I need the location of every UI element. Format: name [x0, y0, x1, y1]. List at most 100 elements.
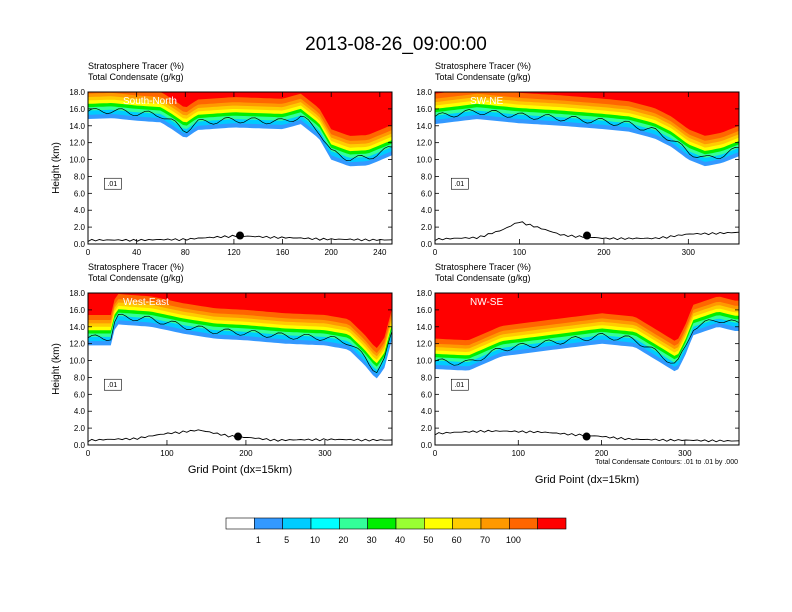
chart-panel-south-north: .01 South-North Stratosphere Tracer (%)Tot… [51, 61, 393, 257]
y-tick-label: 14.0 [69, 323, 85, 332]
y-tick-label: 16.0 [416, 306, 432, 315]
figure-title: 2013-08-26_09:00:00 [305, 34, 487, 55]
y-tick-label: 14.0 [416, 323, 432, 332]
x-tick-label: 300 [678, 449, 692, 458]
y-tick-label: 4.0 [74, 206, 86, 215]
y-axis-title: Height (km) [51, 343, 62, 395]
x-tick-label: 80 [181, 248, 190, 257]
field-label-tracer: Stratosphere Tracer (%) [435, 61, 531, 71]
y-tick-label: 18.0 [416, 88, 432, 97]
y-tick-label: 0.0 [74, 240, 86, 249]
colorbar-swatch-0 [225, 517, 255, 530]
panel-name: South-North [123, 96, 177, 107]
tracer-band-8 [435, 92, 739, 136]
location-marker [583, 231, 591, 240]
colorbar-label: 10 [310, 535, 320, 545]
contour-note: Total Condensate Contours: .01 to .01 by… [595, 459, 738, 466]
y-tick-label: 18.0 [69, 88, 85, 97]
condensate-contour-upper [435, 319, 739, 366]
contour-label: .01 [454, 181, 464, 188]
location-marker [236, 231, 244, 240]
y-tick-label: 8.0 [421, 373, 433, 382]
location-marker [234, 432, 243, 441]
colorbar-swatch-4 [339, 517, 368, 530]
y-tick-label: 18.0 [69, 289, 85, 298]
y-tick-label: 6.0 [74, 189, 86, 198]
field-label-condensate: Total Condensate (g/kg) [435, 273, 531, 283]
x-tick-label: 0 [86, 248, 91, 257]
plot-area [435, 92, 739, 244]
y-tick-label: 0.0 [421, 240, 433, 249]
field-label-tracer: Stratosphere Tracer (%) [435, 262, 531, 272]
location-marker [582, 432, 591, 441]
x-tick-label: 40 [132, 248, 141, 257]
colorbar-label: 5 [284, 535, 289, 545]
y-tick-label: 10.0 [416, 357, 432, 366]
y-tick-label: 10.0 [69, 156, 85, 165]
y-tick-label: 10.0 [416, 156, 432, 165]
y-tick-label: 8.0 [74, 373, 86, 382]
contour-label-box [104, 177, 122, 190]
y-tick-label: 6.0 [421, 390, 433, 399]
colorbar-label: 60 [452, 535, 462, 545]
x-axis-title: Grid Point (dx=15km) [188, 464, 292, 476]
colorbar-swatch-10 [509, 517, 538, 530]
y-axis-title: Height (km) [51, 142, 62, 194]
colorbar-swatch-7 [424, 517, 453, 530]
plot-frame [434, 91, 740, 245]
colorbar-swatch-3 [310, 517, 340, 530]
y-tick-label: 4.0 [421, 206, 433, 215]
y-tick-label: 2.0 [74, 424, 86, 433]
field-label-tracer: Stratosphere Tracer (%) [88, 262, 184, 272]
contour-label: .01 [454, 382, 464, 389]
field-label-condensate: Total Condensate (g/kg) [435, 72, 531, 82]
colorbar-swatch-6 [395, 517, 425, 530]
contour-label-box [451, 378, 469, 391]
x-tick-label: 300 [318, 449, 332, 458]
colorbar-label: 50 [423, 535, 433, 545]
x-tick-label: 160 [276, 248, 290, 257]
contour-label: .01 [107, 181, 117, 188]
y-tick-label: 16.0 [69, 306, 85, 315]
condensate-contour-upper [88, 107, 392, 162]
colorbar-swatch-11 [537, 517, 567, 530]
y-tick-label: 6.0 [421, 189, 433, 198]
plot-area [88, 92, 392, 244]
plot-frame [87, 292, 393, 446]
condensate-contour-upper [88, 313, 392, 374]
x-tick-label: 100 [512, 449, 526, 458]
plot-frame [87, 91, 393, 245]
plot-area [88, 293, 392, 445]
x-axis-title: Grid Point (dx=15km) [535, 474, 639, 486]
y-tick-label: 8.0 [74, 172, 86, 181]
panel-name: West-East [123, 297, 169, 308]
chart-panel-west-east: .01 West-East Stratosphere Tracer (%)Total… [51, 262, 393, 476]
x-tick-label: 100 [513, 248, 527, 257]
plot-frame [434, 292, 740, 446]
chart-panel-sw-ne: .01 SW-NE Stratosphere Tracer (%)Total Con… [416, 61, 740, 257]
tracer-band-8 [88, 92, 392, 136]
condensate-contour-upper [435, 109, 739, 160]
x-tick-label: 0 [433, 248, 438, 257]
y-tick-label: 6.0 [74, 390, 86, 399]
plot-area [435, 293, 739, 445]
colorbar-label: 100 [506, 535, 521, 545]
contour-label-box [451, 177, 469, 190]
colorbar-label: 30 [367, 535, 377, 545]
x-tick-label: 200 [325, 248, 339, 257]
y-tick-label: 8.0 [421, 172, 433, 181]
y-tick-label: 18.0 [416, 289, 432, 298]
y-tick-label: 2.0 [421, 424, 433, 433]
x-tick-label: 100 [160, 449, 174, 458]
x-tick-label: 200 [239, 449, 253, 458]
y-tick-label: 0.0 [74, 441, 86, 450]
colorbar-label: 70 [480, 535, 490, 545]
y-tick-label: 16.0 [69, 105, 85, 114]
field-label-tracer: Stratosphere Tracer (%) [88, 61, 184, 71]
x-tick-label: 0 [433, 449, 438, 458]
x-tick-label: 120 [227, 248, 241, 257]
y-tick-label: 12.0 [416, 139, 432, 148]
contour-label: .01 [107, 382, 117, 389]
